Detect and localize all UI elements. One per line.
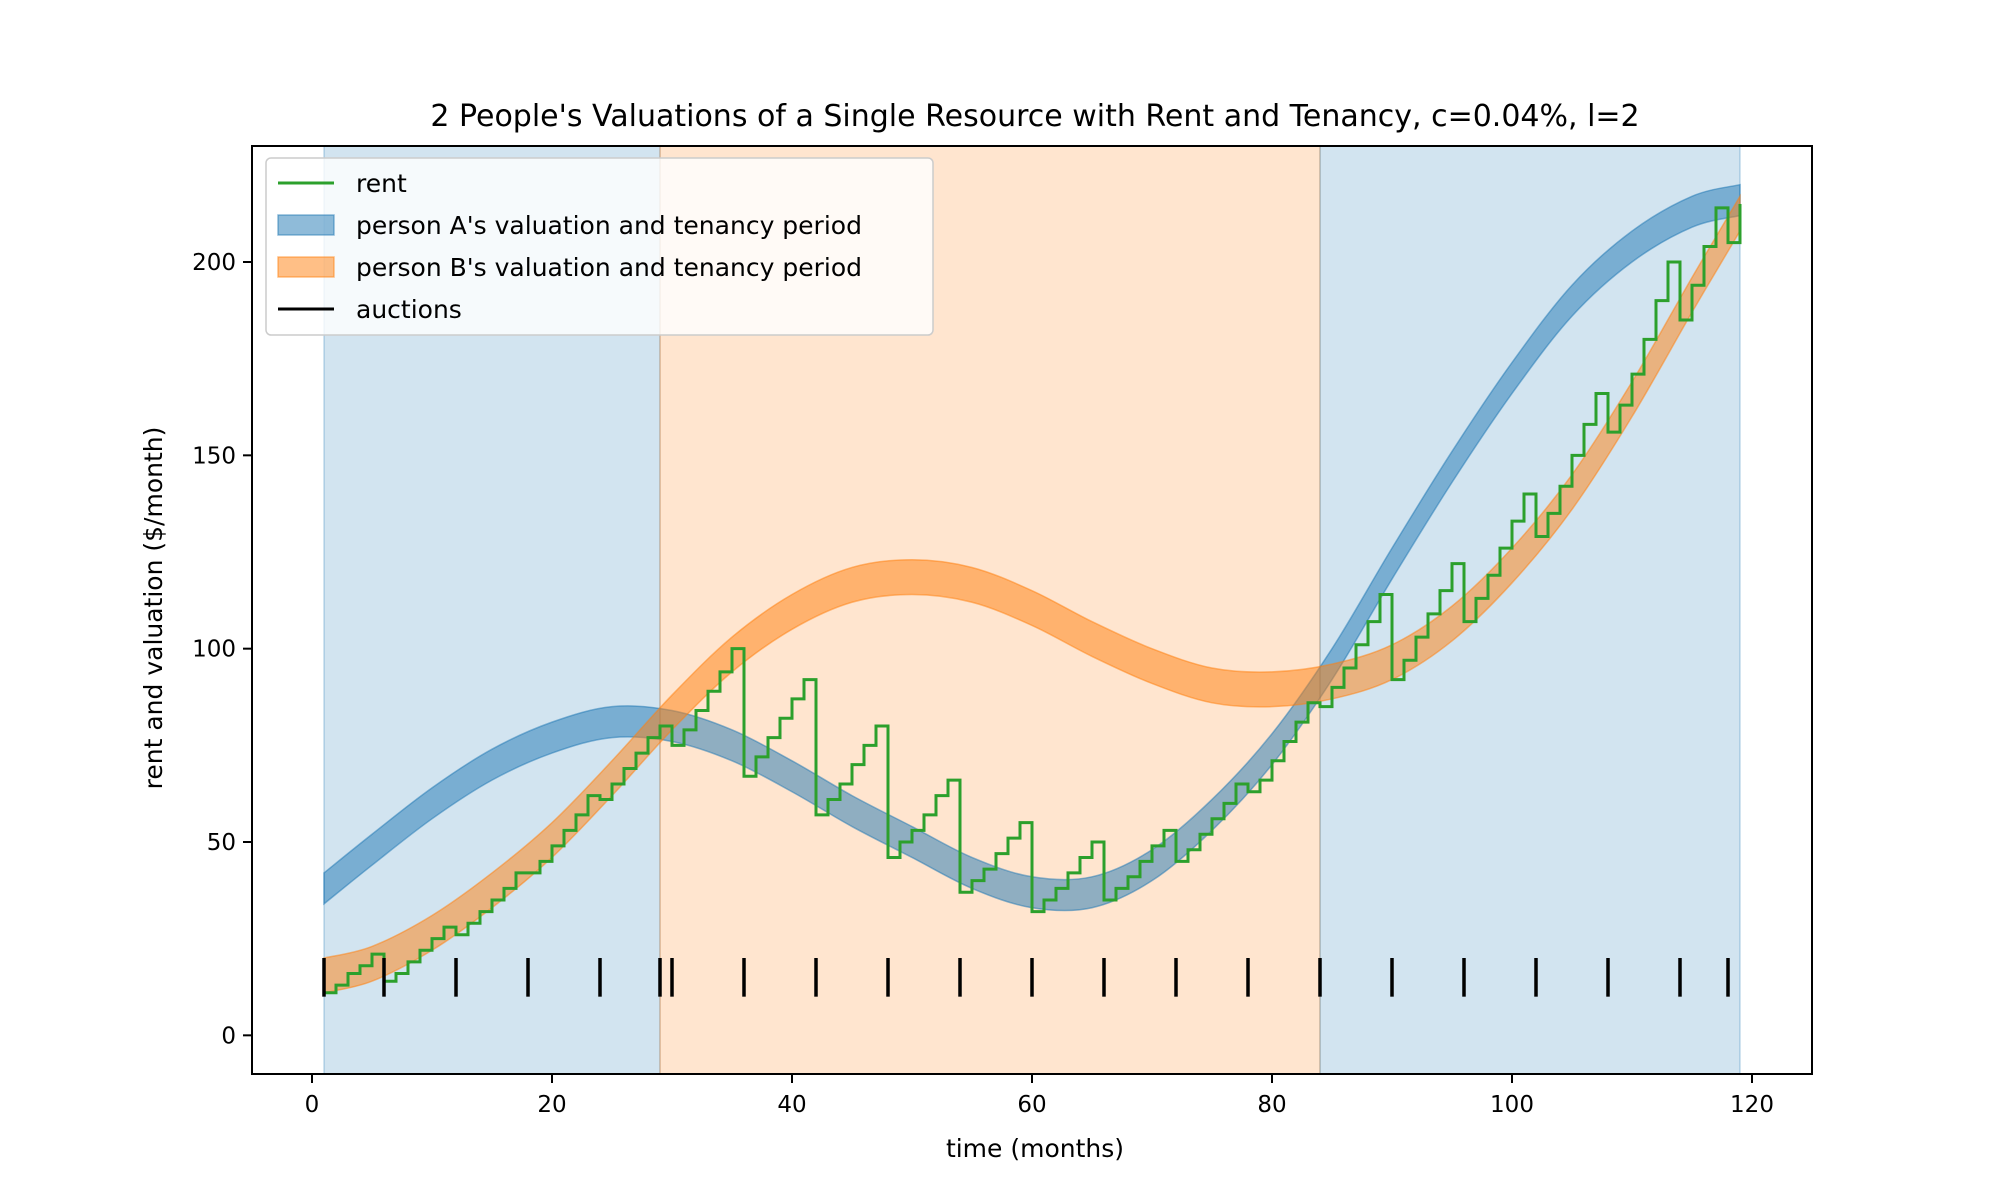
legend-box — [265, 157, 934, 336]
y-axis-label: rent and valuation ($/month) — [139, 427, 168, 790]
legend-label-personA: person A's valuation and tenancy period — [356, 211, 862, 240]
x-tick-label-0: 0 — [305, 1092, 320, 1118]
x-tick-label-40: 40 — [777, 1092, 806, 1118]
x-tick-label-60: 60 — [1017, 1092, 1046, 1118]
axes: 0 20 40 60 80 100 120 0 50 100 150 200 — [192, 145, 1813, 1118]
x-tick-label-80: 80 — [1257, 1092, 1286, 1118]
tenancy-period-a-3 — [1319, 146, 1741, 1074]
y-tick-label-50: 50 — [207, 830, 236, 856]
rent-line — [324, 204, 1742, 995]
legend: rent person A's valuation and tenancy per… — [265, 157, 934, 336]
legend-label-auctions: auctions — [356, 295, 462, 324]
legend-swatch-personB — [277, 256, 335, 278]
y-tick-label-0: 0 — [221, 1023, 236, 1049]
legend-label-rent: rent — [356, 169, 407, 198]
x-axis-label: time (months) — [946, 1134, 1124, 1163]
chart-title: 2 People's Valuations of a Single Resour… — [430, 99, 1639, 134]
x-tick-label-100: 100 — [1490, 1092, 1534, 1118]
x-tick-label-120: 120 — [1730, 1092, 1774, 1118]
y-tick-label-150: 150 — [192, 443, 236, 469]
legend-label-personB: person B's valuation and tenancy period — [356, 253, 862, 282]
y-tick-label-200: 200 — [192, 250, 236, 276]
y-tick-label-100: 100 — [192, 637, 236, 663]
x-tick-label-20: 20 — [537, 1092, 566, 1118]
legend-swatch-personA — [277, 214, 335, 236]
